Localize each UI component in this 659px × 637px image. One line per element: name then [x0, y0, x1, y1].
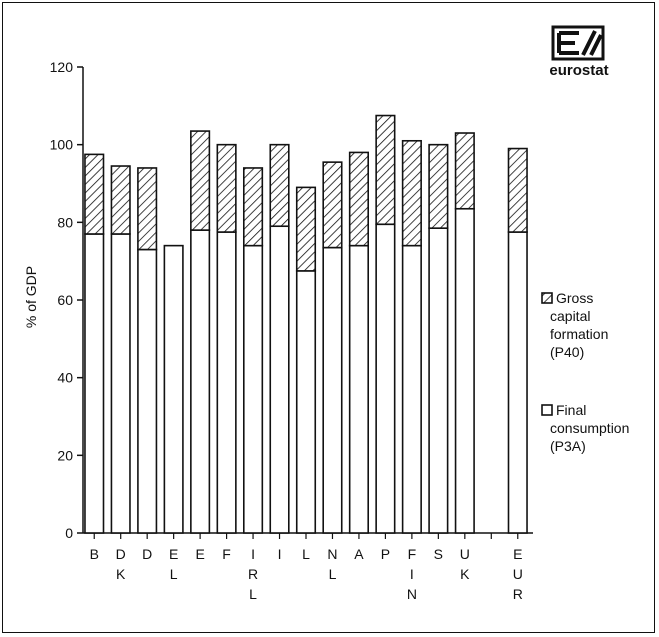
- x-category-label: L: [302, 546, 310, 562]
- x-category-label: I: [278, 546, 282, 562]
- axes: 0 20 40 60 80 100 120: [50, 59, 533, 541]
- bar-gross-capital-formation: [242, 167, 264, 247]
- x-category-label: A: [354, 546, 364, 562]
- y-tick-label: 0: [65, 525, 73, 541]
- bar-gross-capital-formation: [295, 186, 317, 272]
- logo-e-shape: [557, 31, 579, 55]
- bar-gross-capital-formation: [216, 143, 237, 233]
- y-tick-label: 60: [57, 292, 73, 308]
- bar-gross-capital-formation: [269, 143, 290, 228]
- bar-final-consumption: [216, 231, 237, 534]
- bar-final-consumption: [322, 246, 343, 534]
- legend-swatch-hatched: [541, 292, 553, 304]
- bar-final-consumption: [137, 248, 158, 534]
- bar-final-consumption: [295, 270, 317, 534]
- bar-final-consumption: [242, 244, 264, 534]
- bar-gross-capital-formation: [348, 151, 370, 247]
- bar-final-consumption: [269, 225, 290, 534]
- bar-gross-capital-formation: [454, 132, 475, 210]
- y-tick-label: 40: [57, 370, 73, 386]
- bar-gross-capital-formation: [375, 114, 396, 226]
- bar-gross-capital-formation: [428, 143, 449, 229]
- y-tick-label: 80: [57, 214, 73, 230]
- bar-gross-capital-formation: [110, 165, 131, 235]
- bar-gross-capital-formation: [137, 167, 158, 251]
- bar-gross-capital-formation: [401, 139, 422, 247]
- x-category-label: E: [195, 546, 204, 562]
- legend-line: formation: [550, 326, 608, 342]
- legend-line: (P40): [550, 344, 584, 360]
- logo-slashes: [581, 30, 603, 56]
- bar-final-consumption: [190, 229, 211, 534]
- legend-swatch-white: [541, 404, 553, 416]
- y-tick-label: 20: [57, 447, 73, 463]
- bar-final-consumption: [163, 244, 184, 534]
- logo-wordmark: eurostat: [549, 62, 608, 79]
- legend-item-final-consumption: Final consumption (P3A): [541, 402, 629, 454]
- legend-line: (P3A): [550, 438, 586, 454]
- eurostat-logo: eurostat: [549, 25, 609, 79]
- bars: [84, 114, 528, 534]
- category-labels: B D K D E L E F I R L I L N L A P F I N S U K E U R: [90, 546, 523, 602]
- x-category-label: S: [434, 546, 443, 562]
- y-axis-label: % of GDP: [23, 266, 39, 328]
- y-tick-label: 100: [50, 137, 74, 153]
- bar-final-consumption: [375, 223, 396, 534]
- legend-line: capital: [550, 308, 590, 324]
- bar-final-consumption: [454, 207, 475, 534]
- bar-final-consumption: [110, 233, 131, 534]
- legend: Gross capital formation (P40) Final cons…: [541, 290, 629, 454]
- x-category-label: F: [222, 546, 231, 562]
- bar-gross-capital-formation: [84, 153, 105, 235]
- y-tick-label: 120: [50, 59, 74, 75]
- bar-final-consumption: [84, 233, 105, 534]
- bar-final-consumption: [401, 244, 422, 534]
- bar-gross-capital-formation: [507, 147, 528, 233]
- x-category-label: D: [142, 546, 152, 562]
- legend-line: Final: [556, 402, 586, 418]
- bar-gross-capital-formation: [190, 130, 211, 231]
- bar-final-consumption: [507, 231, 528, 534]
- bar-final-consumption: [348, 244, 370, 534]
- legend-line: Gross: [556, 290, 593, 306]
- legend-line: consumption: [550, 420, 629, 436]
- x-category-label: B: [90, 546, 99, 562]
- legend-item-gross-capital-formation: Gross capital formation (P40): [541, 290, 608, 360]
- x-category-label: P: [381, 546, 390, 562]
- bar-final-consumption: [428, 227, 449, 534]
- bar-gross-capital-formation: [322, 161, 343, 249]
